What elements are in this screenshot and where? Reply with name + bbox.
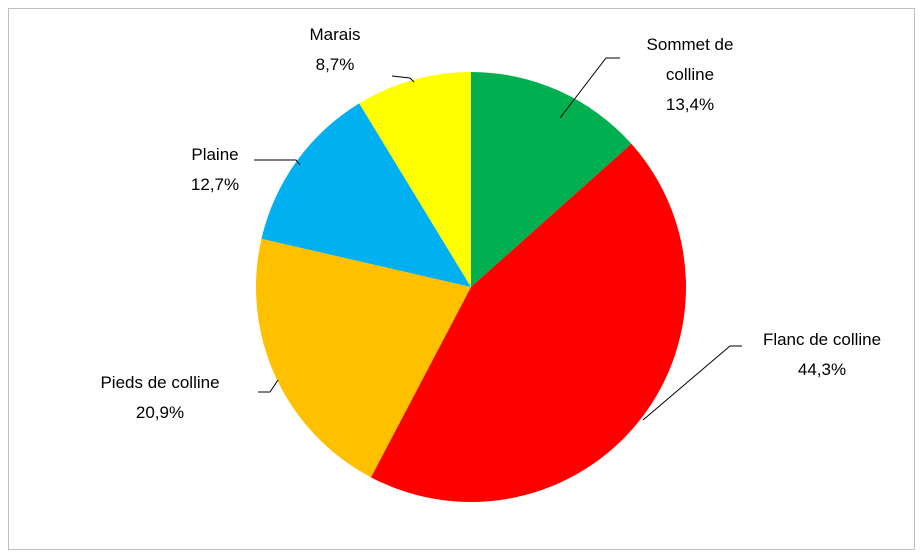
pie-slice	[359, 72, 471, 287]
category-label: Marais	[309, 25, 361, 44]
leader-line	[642, 345, 742, 421]
leader-line	[391, 75, 415, 83]
leader-lines	[254, 57, 742, 421]
value-label: 13,4%	[665, 95, 715, 114]
value-label: 8,7%	[315, 55, 355, 74]
pie-slice	[370, 143, 686, 502]
slice-label: Marais 8,7%	[275, 20, 395, 80]
slice-label: Sommet de colline 13,4%	[635, 30, 745, 120]
leader-line	[254, 159, 301, 166]
value-label: 44,3%	[797, 360, 847, 379]
value-label: 20,9%	[135, 403, 185, 422]
category-label: Flanc de colline	[762, 330, 882, 349]
pie-slice	[471, 72, 632, 287]
slice-label: Pieds de colline 20,9%	[60, 368, 260, 428]
category-label: Plaine	[191, 145, 239, 164]
leader-line	[559, 57, 620, 119]
slice-label: Plaine 12,7%	[155, 140, 275, 200]
slices	[255, 72, 686, 502]
pie-slice	[255, 238, 471, 478]
category-label: Pieds de colline	[100, 373, 220, 392]
category-label: Sommet de colline	[646, 35, 734, 84]
value-label: 12,7%	[190, 175, 240, 194]
slice-label: Flanc de colline 44,3%	[722, 325, 922, 385]
leader-line	[258, 379, 279, 393]
pie-slice	[261, 103, 471, 287]
